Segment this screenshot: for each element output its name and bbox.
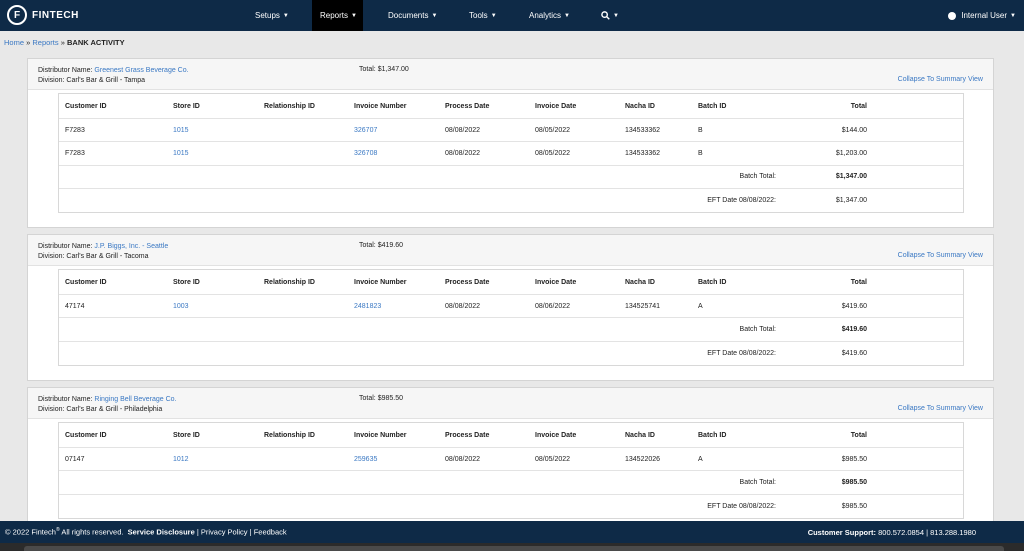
caret-down-icon: ▼: [431, 12, 438, 19]
distributor-total: Total: $985.50: [359, 395, 403, 402]
distributor-panel: Distributor Name: Greenest Grass Beverag…: [27, 58, 994, 228]
footer: © 2022 Fintech® All rights reserved. Ser…: [0, 521, 1024, 543]
table-header: Customer ID Store ID Relationship ID Inv…: [59, 94, 963, 119]
distributor-link[interactable]: J.P. Biggs, Inc. - Seattle: [94, 243, 169, 250]
caret-down-icon: ▼: [564, 12, 570, 19]
division-name: Carl's Bar & Grill - Tacoma: [66, 253, 149, 260]
invoice-link[interactable]: 326707: [354, 126, 378, 134]
table-row: F7283 1015 326707 08/08/2022 08/05/2022 …: [59, 119, 963, 143]
distributor-total: Total: $419.60: [359, 242, 403, 249]
caret-down-icon: ▼: [351, 12, 357, 19]
table-header: Customer ID Store ID Relationship ID Inv…: [59, 423, 963, 448]
collapse-summary-link[interactable]: Collapse To Summary View: [897, 405, 983, 412]
panel-header: Distributor Name: Ringing Bell Beverage …: [28, 388, 993, 419]
feedback-link[interactable]: Feedback: [253, 527, 287, 537]
collapse-summary-link[interactable]: Collapse To Summary View: [897, 252, 983, 259]
table-row: 47174 1003 2481823 08/08/2022 08/06/2022…: [59, 295, 963, 319]
nav-reports[interactable]: Reports ▼: [312, 0, 363, 31]
table-header: Customer ID Store ID Relationship ID Inv…: [59, 270, 963, 295]
nav-setups[interactable]: Setups ▼: [255, 11, 289, 20]
copyright: © 2022 Fintech: [5, 527, 56, 537]
caret-down-icon: ▼: [282, 12, 289, 19]
table-row: F7283 1015 326708 08/08/2022 08/05/2022 …: [59, 142, 963, 166]
batch-total-row: Batch Total: $985.50: [59, 471, 963, 495]
eft-total-row: EFT Date 08/08/2022: $1,347.00: [707, 197, 867, 205]
distributor-total: Total: $1,347.00: [359, 66, 409, 73]
activity-table: Customer ID Store ID Relationship ID Inv…: [58, 422, 964, 519]
service-disclosure-link[interactable]: Service Disclosure: [127, 527, 195, 537]
distributor-link[interactable]: Greenest Grass Beverage Co.: [94, 67, 189, 74]
distributor-panel: Distributor Name: J.P. Biggs, Inc. - Sea…: [27, 234, 994, 381]
eft-total-row: EFT Date 08/08/2022: $985.50: [707, 502, 867, 510]
support-label: Customer Support:: [807, 527, 877, 537]
batch-total-row: Batch Total: $1,347.00: [59, 166, 963, 189]
caret-down-icon: ▼: [1010, 12, 1016, 19]
division-name: Carl's Bar & Grill - Tampa: [66, 77, 146, 84]
activity-table: Customer ID Store ID Relationship ID Inv…: [58, 269, 964, 366]
store-id-link[interactable]: 1003: [173, 302, 189, 310]
user-icon: [948, 11, 957, 20]
store-id-link[interactable]: 1012: [173, 455, 189, 463]
support-numbers: 800.572.0854 | 813.288.1980: [878, 527, 976, 537]
fintech-logo-icon: F: [7, 5, 27, 25]
user-menu[interactable]: Internal User ▼: [948, 0, 1016, 31]
invoice-link[interactable]: 259635: [354, 455, 378, 463]
store-id-link[interactable]: 1015: [173, 126, 189, 134]
store-id-link[interactable]: 1015: [173, 149, 189, 157]
caret-down-icon: ▼: [490, 12, 497, 19]
batch-total-row: Batch Total: $419.60: [59, 318, 963, 342]
distributor-link[interactable]: Ringing Bell Beverage Co.: [94, 396, 177, 403]
nav-documents[interactable]: Documents ▼: [388, 11, 438, 20]
table-row: 07147 1012 259635 08/08/2022 08/05/2022 …: [59, 448, 963, 472]
search-icon: [601, 11, 610, 20]
breadcrumb: Home » Reports » BANK ACTIVITY: [4, 38, 125, 47]
privacy-policy-link[interactable]: Privacy Policy: [200, 527, 248, 537]
collapse-summary-link[interactable]: Collapse To Summary View: [897, 76, 983, 83]
invoice-link[interactable]: 2481823: [354, 302, 382, 310]
caret-down-icon: ▼: [613, 12, 619, 19]
breadcrumb-current: BANK ACTIVITY: [67, 38, 125, 47]
taskbar-strip: [0, 543, 1024, 551]
top-navbar: F FINTECH Setups ▼ Reports ▼ Documents ▼ To…: [0, 0, 1024, 31]
eft-total-row: EFT Date 08/08/2022: $419.60: [707, 349, 867, 357]
brand[interactable]: F FINTECH: [7, 5, 79, 25]
activity-table: Customer ID Store ID Relationship ID Inv…: [58, 93, 964, 214]
nav-tools[interactable]: Tools ▼: [469, 11, 497, 20]
distributor-panel: Distributor Name: Ringing Bell Beverage …: [27, 387, 994, 521]
panel-header: Distributor Name: Greenest Grass Beverag…: [28, 59, 993, 90]
brand-name: FINTECH: [32, 9, 79, 21]
division-name: Carl's Bar & Grill - Philadelphia: [66, 406, 163, 413]
breadcrumb-home[interactable]: Home: [4, 38, 25, 47]
invoice-link[interactable]: 326708: [354, 149, 378, 157]
nav-analytics[interactable]: Analytics ▼: [529, 11, 570, 20]
nav-search[interactable]: ▼: [601, 0, 619, 31]
report-content[interactable]: Distributor Name: Greenest Grass Beverag…: [27, 58, 994, 521]
breadcrumb-reports[interactable]: Reports: [32, 38, 59, 47]
panel-header: Distributor Name: J.P. Biggs, Inc. - Sea…: [28, 235, 993, 266]
